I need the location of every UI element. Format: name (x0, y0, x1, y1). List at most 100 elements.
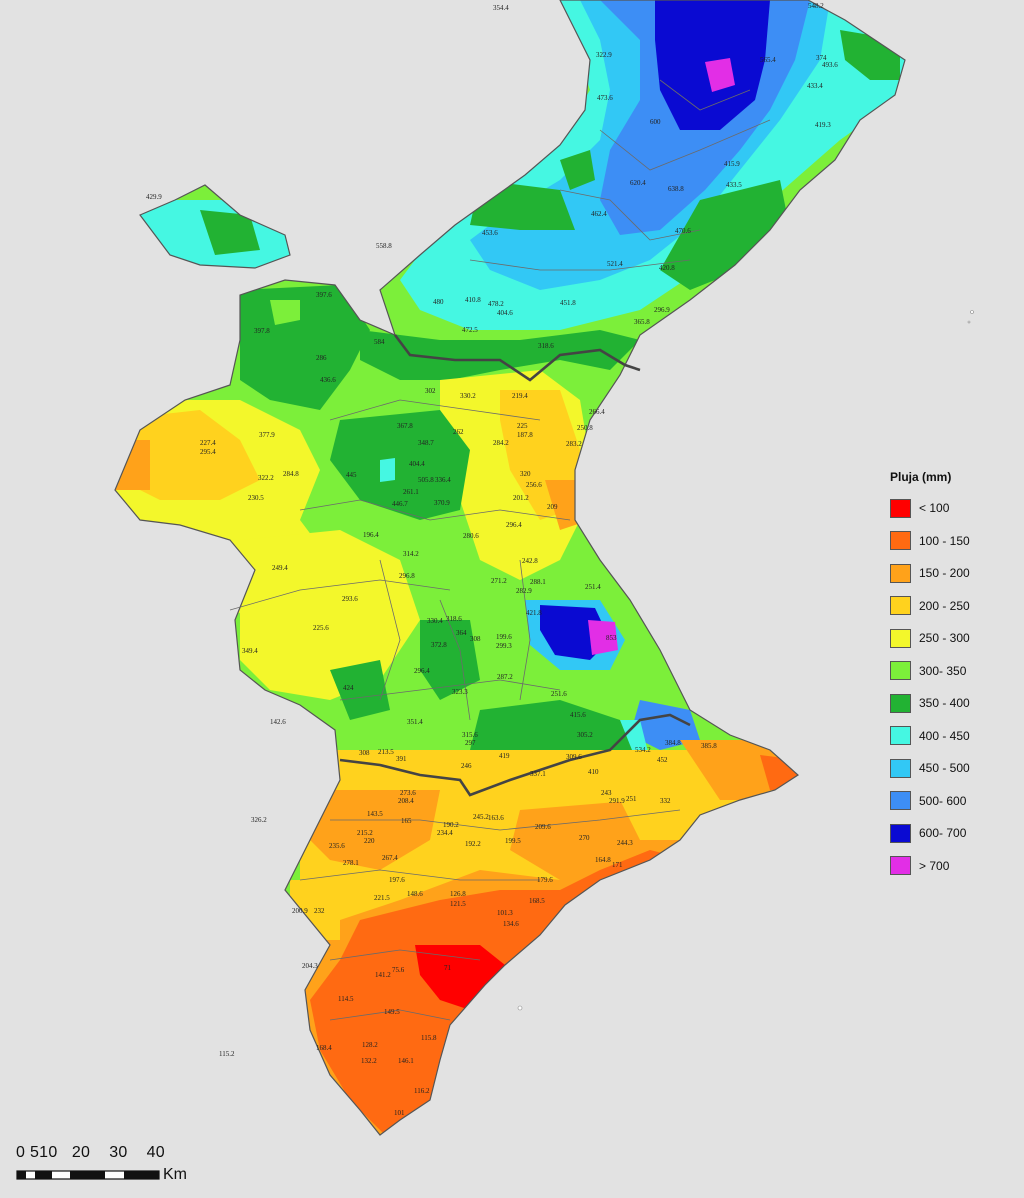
station-label: 163.6 (488, 814, 504, 822)
station-label: 364 (456, 629, 467, 637)
station-label: 271.2 (491, 577, 507, 585)
legend-swatch (890, 856, 911, 876)
station-label: 365.8 (634, 318, 650, 326)
legend-item: 100 - 150 (890, 525, 1010, 558)
legend-label: 100 - 150 (919, 533, 970, 548)
station-label: 235.6 (329, 842, 345, 850)
station-label: 296.8 (399, 572, 415, 580)
station-label: 374 (816, 54, 827, 62)
station-label: 209.6 (535, 823, 551, 831)
station-label: 213.5 (378, 748, 394, 756)
station-label: 397.6 (316, 291, 332, 299)
station-label: 620.4 (630, 179, 646, 187)
station-label: 308 (470, 635, 481, 643)
station-label: 262 (453, 428, 464, 436)
station-label: 126.8 (450, 890, 466, 898)
station-label: 101.3 (497, 909, 513, 917)
legend-item: 150 - 200 (890, 557, 1010, 590)
station-label: 385.8 (701, 742, 717, 750)
station-label: 322.2 (258, 474, 274, 482)
station-label: 462.4 (591, 210, 607, 218)
station-label: 295.4 (200, 448, 216, 456)
station-label: 196.4 (363, 531, 379, 539)
station-label: 227.4 (200, 439, 216, 447)
station-label: 168.4 (316, 1044, 332, 1052)
station-label: 478.2 (488, 300, 504, 308)
station-label: 115.2 (219, 1050, 235, 1058)
station-label: 410 (588, 768, 599, 776)
station-label: 199.5 (505, 837, 521, 845)
station-label: 221.5 (374, 894, 390, 902)
legend-swatch (890, 628, 911, 648)
legend-swatch (890, 661, 911, 681)
station-label: 318.6 (538, 342, 554, 350)
station-label: 171 (612, 861, 623, 869)
station-label: 377.9 (259, 431, 275, 439)
station-label: 287.2 (497, 673, 513, 681)
station-label: 332 (660, 797, 671, 805)
station-label: 282.9 (516, 587, 532, 595)
station-label: 251.6 (551, 690, 567, 698)
station-label: 452 (657, 756, 668, 764)
station-label: 309.6 (566, 753, 582, 761)
legend-swatch (890, 498, 911, 518)
legend-item: > 700 (890, 850, 1010, 883)
station-label: 200.9 (292, 907, 308, 915)
station-label: 326.2 (251, 816, 267, 824)
station-label: 296.4 (506, 521, 522, 529)
station-label: 558.8 (376, 242, 392, 250)
scale-tick: 10 (39, 1144, 58, 1161)
scale-tick: 30 (109, 1144, 128, 1161)
legend-item: 250 - 300 (890, 622, 1010, 655)
station-label: 638.8 (668, 185, 684, 193)
station-label: 308 (359, 749, 370, 757)
station-label: 242.8 (522, 557, 538, 565)
legend-swatch (890, 726, 911, 746)
station-label: 336.4 (435, 476, 451, 484)
station-label: 404.4 (409, 460, 425, 468)
station-label: 266.4 (589, 408, 605, 416)
legend-item: 350 - 400 (890, 687, 1010, 720)
station-label: 234.4 (437, 829, 453, 837)
legend-swatch (890, 531, 911, 551)
station-label: 565.4 (760, 56, 776, 64)
station-label: 584 (374, 338, 385, 346)
coastline-outline (114, 0, 906, 1136)
station-label: 318.6 (446, 615, 462, 623)
station-label: 473.6 (597, 94, 613, 102)
station-label: 230.5 (248, 494, 264, 502)
district-boundaries (229, 79, 771, 1021)
legend-label: 500- 600 (919, 793, 967, 808)
islets (517, 310, 974, 1011)
station-label: 284.2 (493, 439, 509, 447)
station-label: 436.6 (320, 376, 336, 384)
scale-bar-graphic (16, 1170, 160, 1180)
scale-ticks: 0 510 20 30 40 (16, 1144, 187, 1162)
station-label: 299.3 (496, 642, 512, 650)
station-label: 472.5 (462, 326, 478, 334)
station-label: 367.8 (397, 422, 413, 430)
legend-title: Pluja (mm) (890, 470, 952, 484)
station-label: 134.6 (503, 920, 519, 928)
station-label: 179.6 (537, 876, 553, 884)
station-label: 114.5 (338, 995, 354, 1003)
station-label: 548.2 (808, 2, 824, 10)
station-label: 323.3 (452, 688, 468, 696)
station-label: 429.9 (146, 193, 162, 201)
station-label: 251 (626, 795, 637, 803)
legend-item: 300- 350 (890, 655, 1010, 688)
station-label: 187.8 (517, 431, 533, 439)
station-label: 249.4 (272, 564, 288, 572)
station-label: 283.2 (566, 440, 582, 448)
station-label: 348.7 (418, 439, 434, 447)
legend-swatch (890, 823, 911, 843)
legend-item: 500- 600 (890, 785, 1010, 818)
station-label: 600 (650, 118, 661, 126)
station-label: 168.5 (529, 897, 545, 905)
station-label: 420.8 (659, 264, 675, 272)
station-label: 415.9 (724, 160, 740, 168)
station-label: 320 (520, 470, 531, 478)
legend-label: 200 - 250 (919, 598, 970, 613)
